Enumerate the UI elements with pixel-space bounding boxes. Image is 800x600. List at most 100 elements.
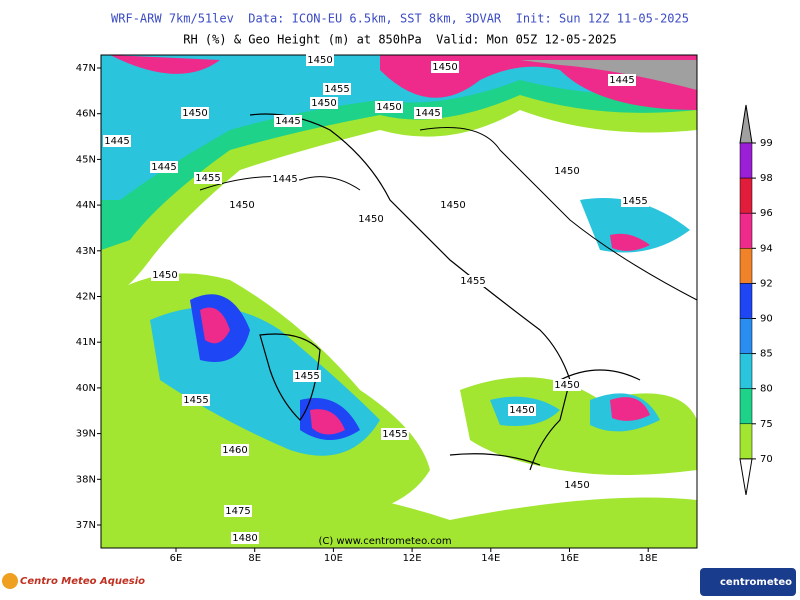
contour-label-bg bbox=[414, 107, 442, 119]
latitude-label: 42N bbox=[76, 292, 96, 303]
copyright: (C) www.centrometeo.com bbox=[318, 536, 451, 547]
latitude-label: 46N bbox=[76, 109, 96, 120]
contour-label: 1455 bbox=[183, 395, 208, 406]
colorbar-segment bbox=[739, 212, 753, 249]
contour-label: 1450 bbox=[311, 98, 336, 109]
contour-label: 1450 bbox=[440, 200, 465, 211]
contour-label-bg bbox=[224, 505, 252, 517]
contour-label-bg bbox=[228, 199, 256, 211]
contour-label: 1480 bbox=[232, 533, 257, 544]
colorbar-label: 70 bbox=[760, 454, 773, 465]
contour-label: 1450 bbox=[307, 55, 332, 66]
longitude-label: 12E bbox=[403, 553, 422, 564]
right-logo: centrometeo bbox=[720, 577, 792, 588]
contour-label-bg bbox=[553, 379, 581, 391]
contour-label-bg bbox=[310, 97, 338, 109]
longitude-label: 6E bbox=[170, 553, 183, 564]
colorbar-segment bbox=[739, 353, 753, 389]
contour-label-bg bbox=[103, 135, 131, 147]
contour-label: 1445 bbox=[275, 116, 300, 127]
latitude-label: 43N bbox=[76, 246, 96, 257]
contour-label-bg bbox=[231, 532, 259, 544]
contour-label-bg bbox=[274, 115, 302, 127]
contour-label: 1450 bbox=[564, 480, 589, 491]
title-line1: WRF-ARW 7km/51lev Data: ICON-EU 6.5km, S… bbox=[111, 12, 689, 26]
contour-label-bg bbox=[375, 101, 403, 113]
colorbar-segment bbox=[739, 388, 753, 425]
contour-label-bg bbox=[439, 199, 467, 211]
contour-label-bg bbox=[459, 275, 487, 287]
contour-label-bg bbox=[181, 107, 209, 119]
contour-label: 1455 bbox=[460, 276, 485, 287]
contour-label-bg bbox=[508, 404, 536, 416]
longitude-label: 10E bbox=[324, 553, 343, 564]
contour-label: 1455 bbox=[622, 196, 647, 207]
contour-label: 1445 bbox=[272, 174, 297, 185]
contour-label: 1455 bbox=[324, 84, 349, 95]
colorbar-segment bbox=[739, 142, 753, 179]
contour-label-bg bbox=[431, 61, 459, 73]
contour-label-bg bbox=[621, 195, 649, 207]
contour-label-bg bbox=[271, 173, 299, 185]
contour-label: 1450 bbox=[554, 166, 579, 177]
title-line2: RH (%) & Geo Height (m) at 850hPa Valid:… bbox=[183, 33, 616, 47]
contour-label: 1450 bbox=[376, 102, 401, 113]
colorbar-segment bbox=[739, 318, 753, 354]
contour-label: 1450 bbox=[152, 270, 177, 281]
map-field bbox=[101, 55, 697, 548]
contour-label-bg bbox=[182, 394, 210, 406]
contour-label-bg bbox=[151, 269, 179, 281]
longitude-label: 16E bbox=[560, 553, 579, 564]
contour-label: 1450 bbox=[229, 200, 254, 211]
left-logo-icon bbox=[2, 573, 18, 589]
contour-label-bg bbox=[150, 161, 178, 173]
colorbar-label: 80 bbox=[760, 384, 773, 395]
contour-label-bg bbox=[608, 74, 636, 86]
longitude-label: 14E bbox=[481, 553, 500, 564]
contour-label: 1450 bbox=[358, 214, 383, 225]
map-frame bbox=[100, 54, 698, 549]
contour-label: 1455 bbox=[294, 371, 319, 382]
colorbar-label: 75 bbox=[760, 419, 773, 430]
contour-label-bg bbox=[306, 54, 334, 66]
contour-label-bg bbox=[553, 165, 581, 177]
contour-label: 1450 bbox=[182, 108, 207, 119]
contour-label-bg bbox=[357, 213, 385, 225]
contour-label-bg bbox=[221, 444, 249, 456]
longitude-label: 18E bbox=[639, 553, 658, 564]
colorbar-top bbox=[739, 104, 753, 144]
latitude-label: 39N bbox=[76, 429, 96, 440]
contour-label-bg bbox=[381, 428, 409, 440]
colorbar-bottom bbox=[739, 458, 753, 495]
contour-label: 1455 bbox=[195, 173, 220, 184]
contour-label: 1445 bbox=[415, 108, 440, 119]
colorbar-label: 85 bbox=[760, 349, 773, 360]
colorbar-label: 94 bbox=[760, 243, 773, 254]
colorbar-label: 98 bbox=[760, 173, 773, 184]
contour-label: 1445 bbox=[609, 75, 634, 86]
contour-label: 1475 bbox=[225, 506, 250, 517]
right-logo-box bbox=[700, 568, 796, 596]
contour-label: 1460 bbox=[222, 445, 247, 456]
colorbar-label: 92 bbox=[760, 278, 773, 289]
colorbar-label: 90 bbox=[760, 314, 773, 325]
contour-label: 1445 bbox=[104, 136, 129, 147]
contour-label: 1455 bbox=[382, 429, 407, 440]
colorbar-segment bbox=[739, 283, 753, 319]
latitude-label: 45N bbox=[76, 154, 96, 165]
contour-label-bg bbox=[323, 83, 351, 95]
latitude-label: 47N bbox=[76, 63, 96, 74]
contour-label: 1450 bbox=[509, 405, 534, 416]
colorbar-segment bbox=[739, 423, 753, 460]
contour-label-bg bbox=[293, 370, 321, 382]
colorbar-segment bbox=[739, 248, 753, 284]
contour-label: 1445 bbox=[151, 162, 176, 173]
contour-label: 1450 bbox=[432, 62, 457, 73]
latitude-label: 44N bbox=[76, 200, 96, 211]
latitude-label: 40N bbox=[76, 383, 96, 394]
latitude-label: 41N bbox=[76, 337, 96, 348]
colorbar-segment bbox=[739, 177, 753, 214]
contour-label-bg bbox=[194, 172, 222, 184]
contour-label: 1450 bbox=[554, 380, 579, 391]
